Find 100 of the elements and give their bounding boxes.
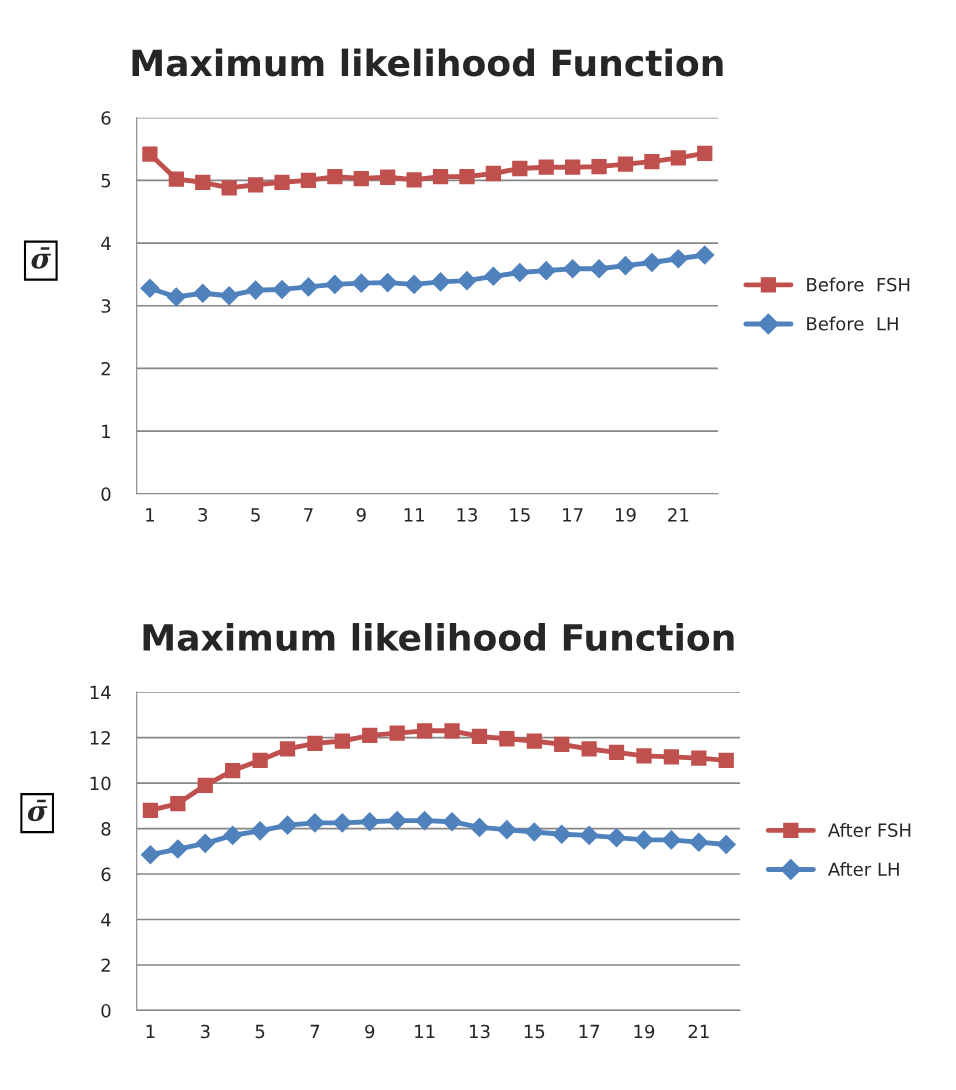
point (442, 811, 462, 832)
x-tick-label: 13 (457, 507, 477, 522)
point (170, 795, 186, 812)
point (642, 252, 662, 273)
point (524, 822, 545, 842)
point (697, 145, 713, 162)
point (222, 825, 243, 846)
point (694, 245, 715, 265)
y-tick-label: 2 (101, 361, 110, 376)
point (351, 273, 372, 293)
point (168, 171, 184, 187)
point (617, 156, 634, 172)
point (615, 255, 636, 276)
x-tick-label: 9 (356, 507, 366, 522)
point (509, 262, 530, 283)
point (485, 165, 502, 182)
point (459, 169, 475, 185)
point (140, 278, 160, 299)
point (272, 279, 292, 300)
point (245, 280, 266, 300)
point (661, 830, 682, 850)
y-axis-title: σ̄ (31, 247, 52, 269)
point (716, 834, 737, 855)
x-tick-label: 11 (404, 508, 424, 522)
y-tick-label: 1 (102, 424, 111, 438)
point (142, 146, 158, 162)
legend-label: Before FSH (807, 277, 910, 292)
point (670, 150, 686, 166)
x-tick-label: 13 (469, 1024, 490, 1039)
y-tick-label: 12 (90, 731, 110, 745)
point (404, 274, 424, 295)
point (416, 723, 433, 739)
x-tick-label: 9 (365, 1024, 375, 1039)
x-tick-label: 11 (415, 1024, 435, 1039)
point (581, 741, 597, 757)
point (298, 277, 319, 297)
point (608, 744, 625, 761)
y-tick-label: 3 (101, 299, 111, 313)
point (389, 725, 405, 741)
point (497, 819, 517, 840)
x-tick-label: 3 (198, 507, 208, 522)
point (414, 810, 435, 831)
point (554, 736, 570, 753)
point (195, 174, 211, 190)
y-tick-label: 0 (101, 1003, 111, 1018)
point (591, 158, 607, 175)
point (277, 815, 298, 835)
y-tick-label: 2 (101, 958, 110, 972)
point (387, 810, 408, 831)
point (688, 832, 709, 853)
x-tick-label: 3 (200, 1024, 210, 1039)
y-axis-title: σ̄ (27, 799, 48, 822)
y-tick-label: 0 (101, 487, 111, 501)
x-tick-label: 19 (615, 507, 636, 522)
point (279, 741, 296, 757)
x-tick-label: 1 (146, 508, 154, 522)
y-tick-label: 10 (90, 776, 111, 791)
point (499, 731, 515, 747)
point (362, 727, 378, 743)
x-tick-label: 21 (668, 507, 689, 522)
point (538, 159, 554, 175)
point (663, 749, 680, 765)
point (406, 172, 422, 188)
y-tick-label: 8 (101, 822, 111, 836)
x-tick-label: 1 (146, 1024, 155, 1039)
point (142, 802, 159, 819)
x-tick-label: 7 (310, 1024, 320, 1039)
point (471, 728, 488, 745)
legend-label: After LH (827, 862, 899, 877)
point (225, 762, 241, 779)
point (325, 274, 345, 295)
x-tick-label: 5 (255, 1024, 265, 1039)
point (252, 752, 268, 768)
x-tick-label: 17 (563, 508, 583, 522)
point (512, 160, 528, 177)
point (644, 153, 660, 170)
point (668, 248, 689, 269)
point (305, 813, 325, 833)
point (551, 824, 572, 845)
point (469, 817, 490, 838)
point (691, 750, 707, 766)
point (718, 752, 734, 768)
point (307, 735, 323, 751)
point (526, 733, 542, 749)
legend-label: Before LH (807, 316, 898, 331)
point (565, 159, 581, 175)
point (274, 174, 290, 190)
point (250, 821, 270, 841)
point (380, 169, 396, 185)
point (192, 283, 213, 304)
point (247, 177, 264, 193)
point (332, 813, 353, 833)
point (562, 258, 583, 279)
y-tick-label: 6 (101, 867, 111, 882)
point (430, 272, 451, 292)
point (432, 169, 449, 185)
point (579, 825, 599, 846)
point (444, 723, 460, 739)
chart-title: Maximum likelihood Function (132, 48, 723, 77)
point (327, 169, 343, 185)
